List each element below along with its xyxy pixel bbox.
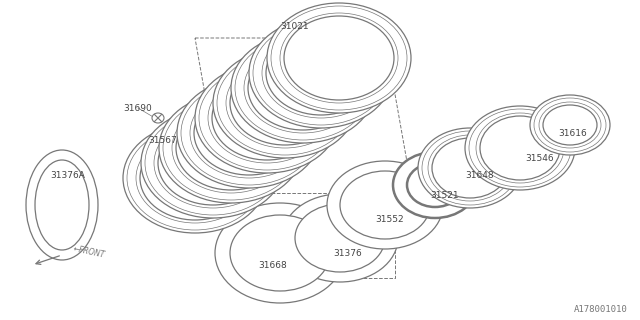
Text: 31616: 31616 bbox=[559, 129, 588, 138]
Text: 31021: 31021 bbox=[281, 21, 309, 30]
Ellipse shape bbox=[266, 31, 376, 115]
Ellipse shape bbox=[230, 215, 330, 291]
Ellipse shape bbox=[530, 95, 610, 155]
Text: 31552: 31552 bbox=[376, 215, 404, 225]
Text: 31376: 31376 bbox=[333, 249, 362, 258]
Ellipse shape bbox=[267, 3, 411, 113]
Ellipse shape bbox=[248, 46, 358, 130]
Ellipse shape bbox=[393, 152, 477, 218]
Ellipse shape bbox=[284, 16, 394, 100]
Text: 31648: 31648 bbox=[466, 171, 494, 180]
Ellipse shape bbox=[213, 48, 357, 158]
Text: 31546: 31546 bbox=[525, 154, 554, 163]
Ellipse shape bbox=[407, 163, 463, 207]
Text: 31521: 31521 bbox=[431, 191, 460, 201]
Text: A178001010: A178001010 bbox=[574, 305, 628, 314]
Ellipse shape bbox=[543, 105, 597, 145]
Ellipse shape bbox=[327, 161, 443, 249]
Ellipse shape bbox=[231, 33, 375, 143]
Ellipse shape bbox=[141, 108, 285, 218]
Ellipse shape bbox=[282, 194, 398, 282]
Ellipse shape bbox=[177, 78, 321, 188]
Ellipse shape bbox=[480, 116, 560, 180]
Text: 31690: 31690 bbox=[124, 103, 152, 113]
Text: 31668: 31668 bbox=[259, 260, 287, 269]
Ellipse shape bbox=[140, 136, 250, 220]
Ellipse shape bbox=[152, 113, 164, 123]
Ellipse shape bbox=[123, 123, 267, 233]
Ellipse shape bbox=[159, 93, 303, 203]
Ellipse shape bbox=[407, 163, 463, 207]
Ellipse shape bbox=[195, 63, 339, 173]
Ellipse shape bbox=[230, 61, 340, 145]
Ellipse shape bbox=[26, 150, 98, 260]
Ellipse shape bbox=[35, 160, 89, 250]
Text: 31567: 31567 bbox=[148, 135, 177, 145]
Text: ←FRONT: ←FRONT bbox=[72, 244, 106, 260]
Ellipse shape bbox=[393, 152, 477, 218]
Ellipse shape bbox=[465, 106, 575, 190]
Ellipse shape bbox=[194, 91, 304, 175]
Ellipse shape bbox=[215, 203, 345, 303]
Ellipse shape bbox=[432, 138, 508, 198]
Ellipse shape bbox=[158, 121, 268, 205]
Ellipse shape bbox=[249, 18, 393, 128]
Ellipse shape bbox=[340, 171, 430, 239]
Ellipse shape bbox=[212, 76, 322, 160]
Ellipse shape bbox=[176, 106, 286, 190]
Ellipse shape bbox=[295, 204, 385, 272]
Ellipse shape bbox=[418, 128, 522, 208]
Text: 31376A: 31376A bbox=[51, 171, 85, 180]
